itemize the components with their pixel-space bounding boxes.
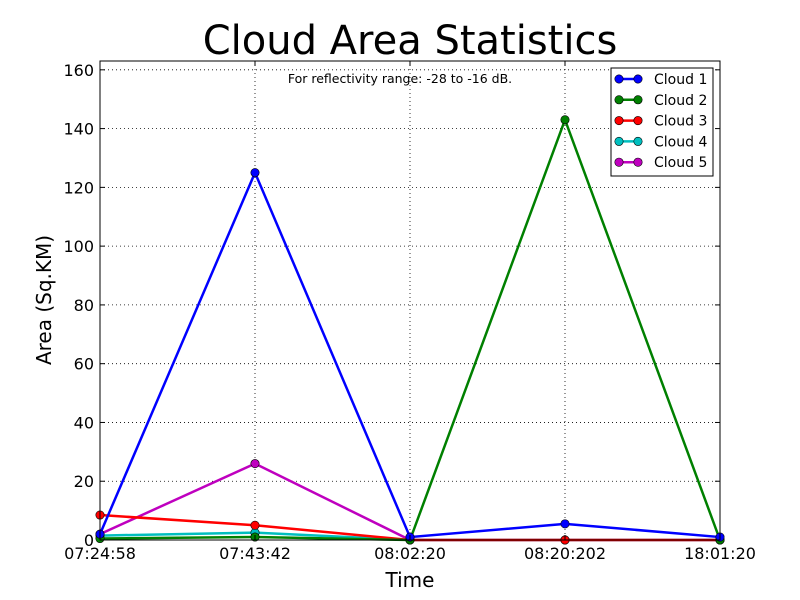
legend-swatch-marker [633,74,643,84]
x-tick-label: 08:02:20 [374,544,446,563]
legend-frame [610,67,714,177]
legend-entry-label: Cloud 4 [654,134,707,150]
data-point-cloud-5 [250,459,260,469]
legend-swatch-marker [614,116,624,126]
data-point-cloud-1 [560,519,570,529]
legend-swatch-marker [633,95,643,105]
legend-swatch-marker [614,136,624,146]
y-tick-label: 160 [63,61,94,80]
data-point-cloud-2 [560,115,570,125]
chart-subtitle: For reflectivity range: -28 to -16 dB. [288,71,512,86]
x-tick-label: 08:20:202 [524,544,606,563]
legend-entry-label: Cloud 2 [654,93,707,109]
x-tick-label: 18:01:20 [684,544,756,563]
legend-entry-label: Cloud 3 [654,114,707,130]
y-axis-label: Area (Sq.KM) [32,235,56,365]
legend-swatch-marker [614,157,624,167]
legend-swatch-marker [633,157,643,167]
data-point-cloud-1 [250,168,260,178]
legend-entry-label: Cloud 1 [654,72,707,88]
y-tick-label: 120 [63,178,94,197]
legend: Cloud 1 Cloud 2 Cloud 3 Cloud 4 Cloud 5 [610,67,714,177]
legend-swatch-marker [633,136,643,146]
y-tick-label: 100 [63,237,94,256]
x-axis-label: Time [385,568,435,592]
axis-ticks: 07:24:58 07:43:42 08:02:20 08:20:202 18:01:2… [63,61,755,563]
legend-swatch-marker [614,95,624,105]
y-tick-label: 40 [74,413,94,432]
legend-swatch-marker [614,74,624,84]
data-point-cloud-3 [250,520,260,530]
y-tick-label: 60 [74,355,94,374]
y-tick-label: 80 [74,296,94,315]
x-tick-label: 07:24:58 [64,544,136,563]
x-tick-label: 07:43:42 [219,544,291,563]
chart-title: Cloud Area Statistics [203,18,618,64]
legend-swatch-marker [633,116,643,126]
y-tick-label: 20 [74,472,94,491]
y-tick-label: 140 [63,120,94,139]
legend-entry-label: Cloud 5 [654,155,707,171]
y-tick-label: 0 [84,531,94,550]
